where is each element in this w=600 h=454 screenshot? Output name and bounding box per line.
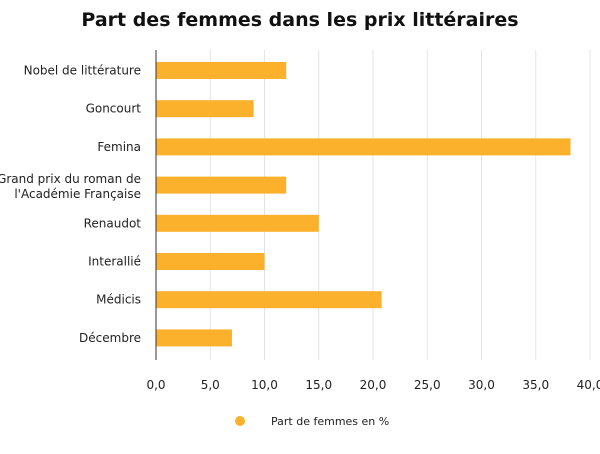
x-tick-label: 20,0 xyxy=(360,378,387,392)
x-tick-label: 35,0 xyxy=(522,378,549,392)
x-tick-label: 15,0 xyxy=(305,378,332,392)
bar xyxy=(156,62,287,79)
grid-lines xyxy=(209,50,591,360)
bar xyxy=(156,176,287,194)
x-tick-label: 40,0 xyxy=(577,378,600,392)
bars xyxy=(156,62,571,347)
bar xyxy=(156,329,232,347)
bar xyxy=(156,100,254,118)
chart-title: Part des femmes dans les prix littéraire… xyxy=(81,9,518,31)
x-tick-label: 10,0 xyxy=(251,378,278,392)
category-label: Décembre xyxy=(79,331,141,345)
legend-label: Part de femmes en % xyxy=(271,415,389,428)
bar xyxy=(156,253,265,270)
x-tick-label: 25,0 xyxy=(414,378,441,392)
category-label: Nobel de littérature xyxy=(24,64,141,78)
x-tick-labels: 0,0 5,0 10,0 15,0 20,0 25,0 30,0 35,0 40,0 xyxy=(146,378,600,392)
bar xyxy=(156,291,382,309)
bar xyxy=(156,214,319,232)
x-tick-label: 5,0 xyxy=(201,378,220,392)
category-label: Femina xyxy=(97,140,141,154)
category-labels: Nobel de littérature Goncourt Femina Grand … xyxy=(0,64,141,345)
x-tick-label: 0,0 xyxy=(146,378,165,392)
category-label: Goncourt xyxy=(86,102,142,116)
category-label: Médicis xyxy=(96,293,141,307)
legend-marker xyxy=(235,416,245,426)
bar xyxy=(156,138,571,156)
legend: Part de femmes en % xyxy=(235,415,389,428)
category-label: Grand prix du roman de l'Académie Françai… xyxy=(0,172,141,201)
x-tick-label: 30,0 xyxy=(468,378,495,392)
category-label: Interallié xyxy=(88,255,141,269)
category-label: Renaudot xyxy=(84,216,142,230)
